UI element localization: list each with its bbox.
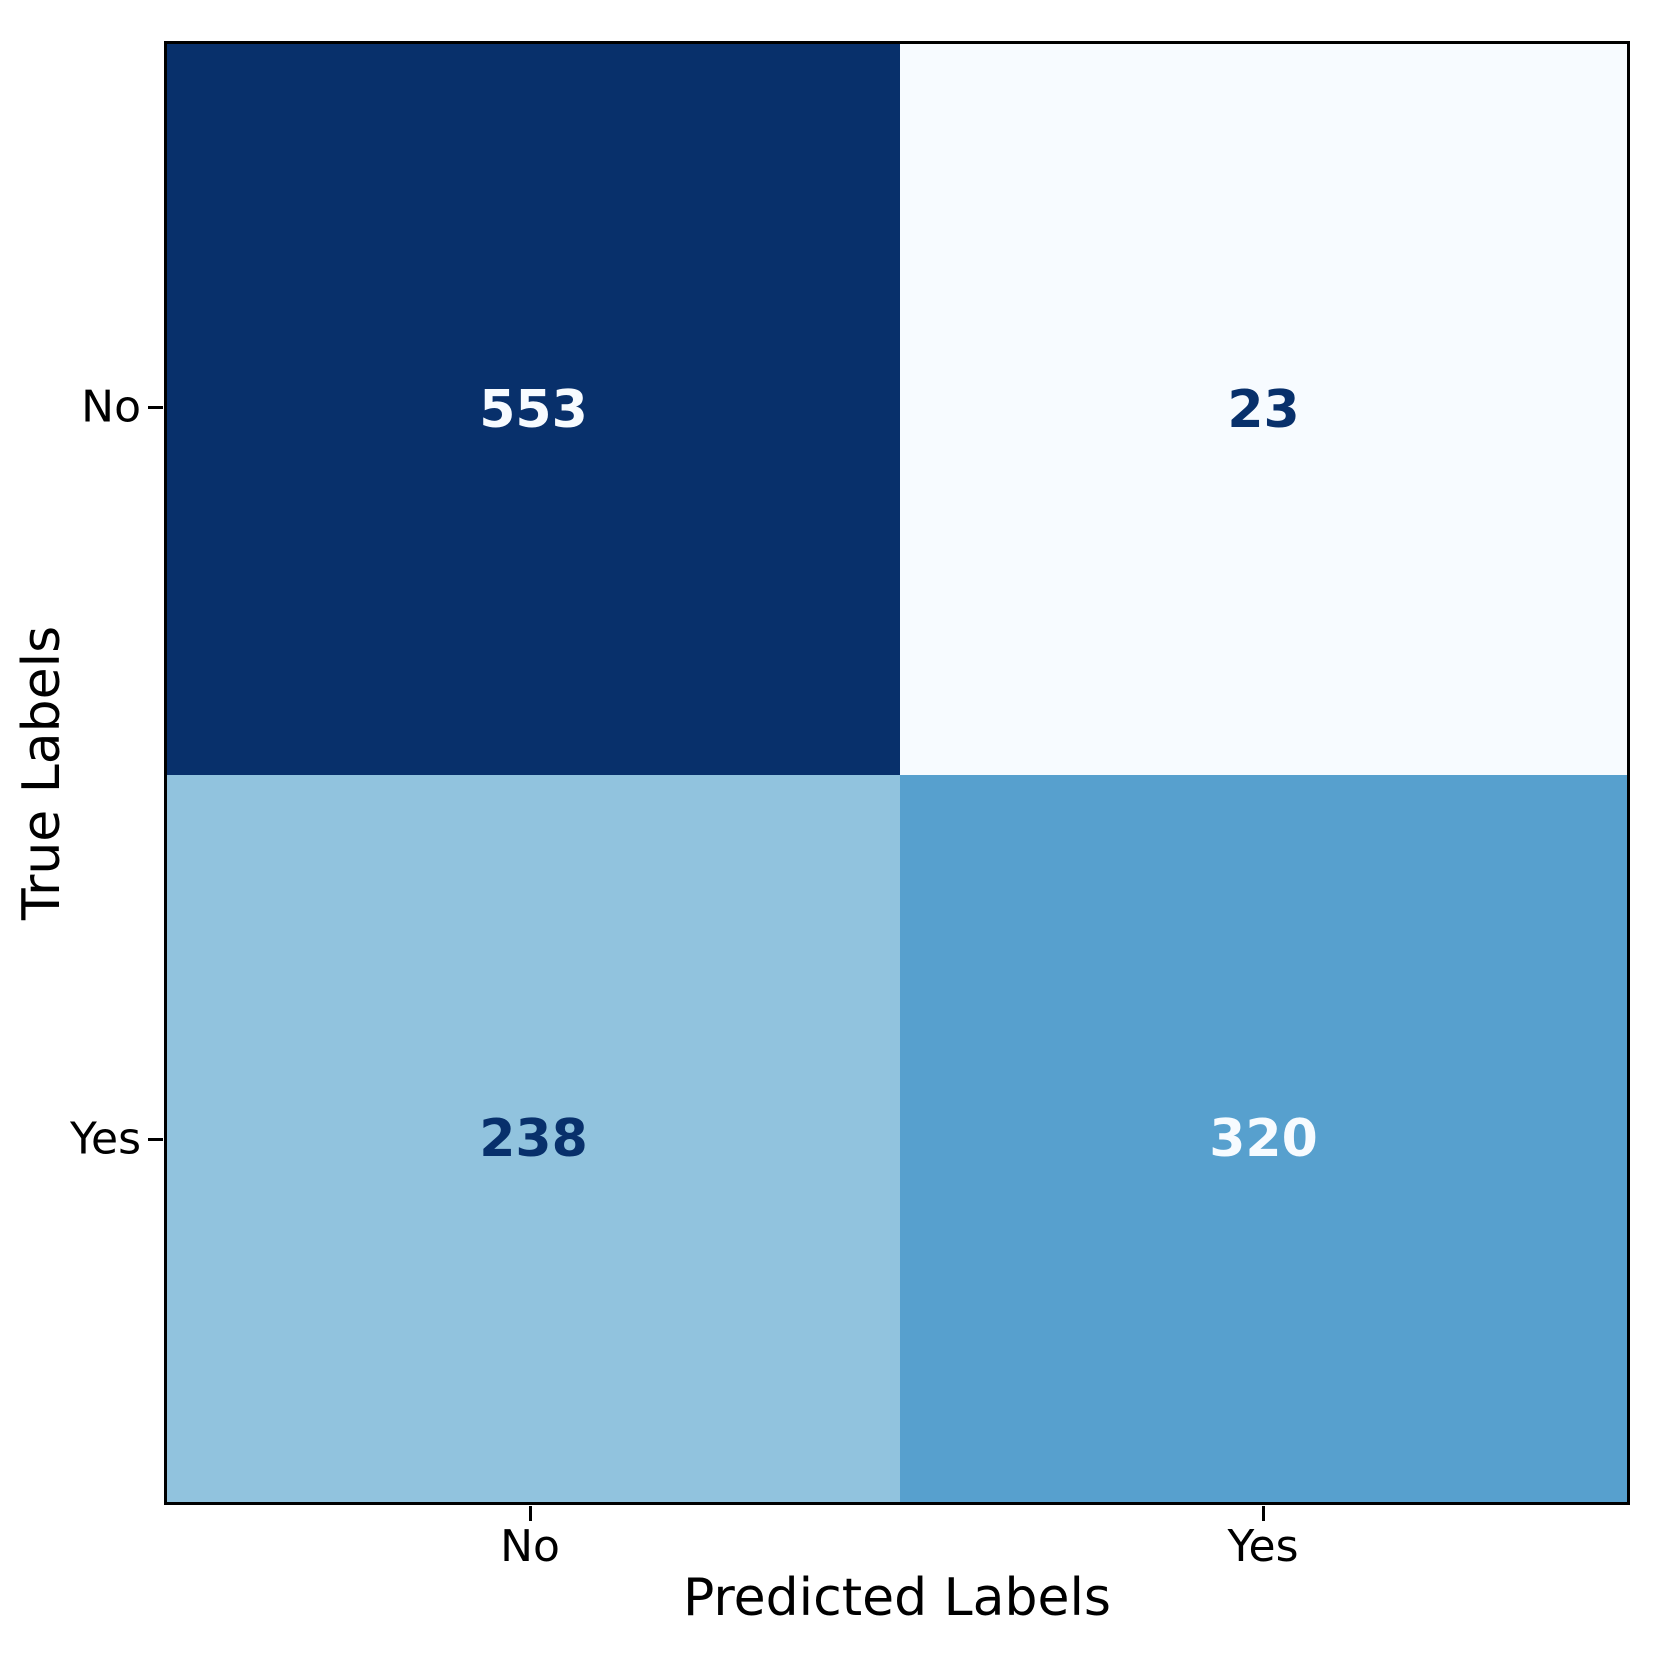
cell-true-no-pred-yes: 23 xyxy=(900,44,1627,775)
cell-value: 553 xyxy=(479,379,588,440)
x-axis-title: Predicted Labels xyxy=(682,1568,1112,1628)
cell-value: 23 xyxy=(1227,379,1300,440)
x-tick-label-no: No xyxy=(500,1521,560,1572)
cell-value: 320 xyxy=(1209,1108,1318,1169)
y-axis-title: True Labels xyxy=(12,625,72,921)
cell-value: 238 xyxy=(479,1108,588,1169)
x-tick-mark-no xyxy=(529,1506,532,1521)
x-tick-mark-yes xyxy=(1262,1506,1265,1521)
y-tick-mark-yes xyxy=(148,1138,163,1141)
cell-true-no-pred-no: 553 xyxy=(167,44,900,775)
cell-true-yes-pred-yes: 320 xyxy=(900,775,1627,1502)
y-tick-label-yes: Yes xyxy=(69,1113,141,1165)
cell-true-yes-pred-no: 238 xyxy=(167,775,900,1502)
heatmap-plot-area: 553 23 238 320 xyxy=(164,41,1630,1505)
x-tick-label-yes: Yes xyxy=(1227,1521,1299,1572)
y-tick-mark-no xyxy=(148,406,163,409)
y-tick-label-no: No xyxy=(81,381,141,433)
